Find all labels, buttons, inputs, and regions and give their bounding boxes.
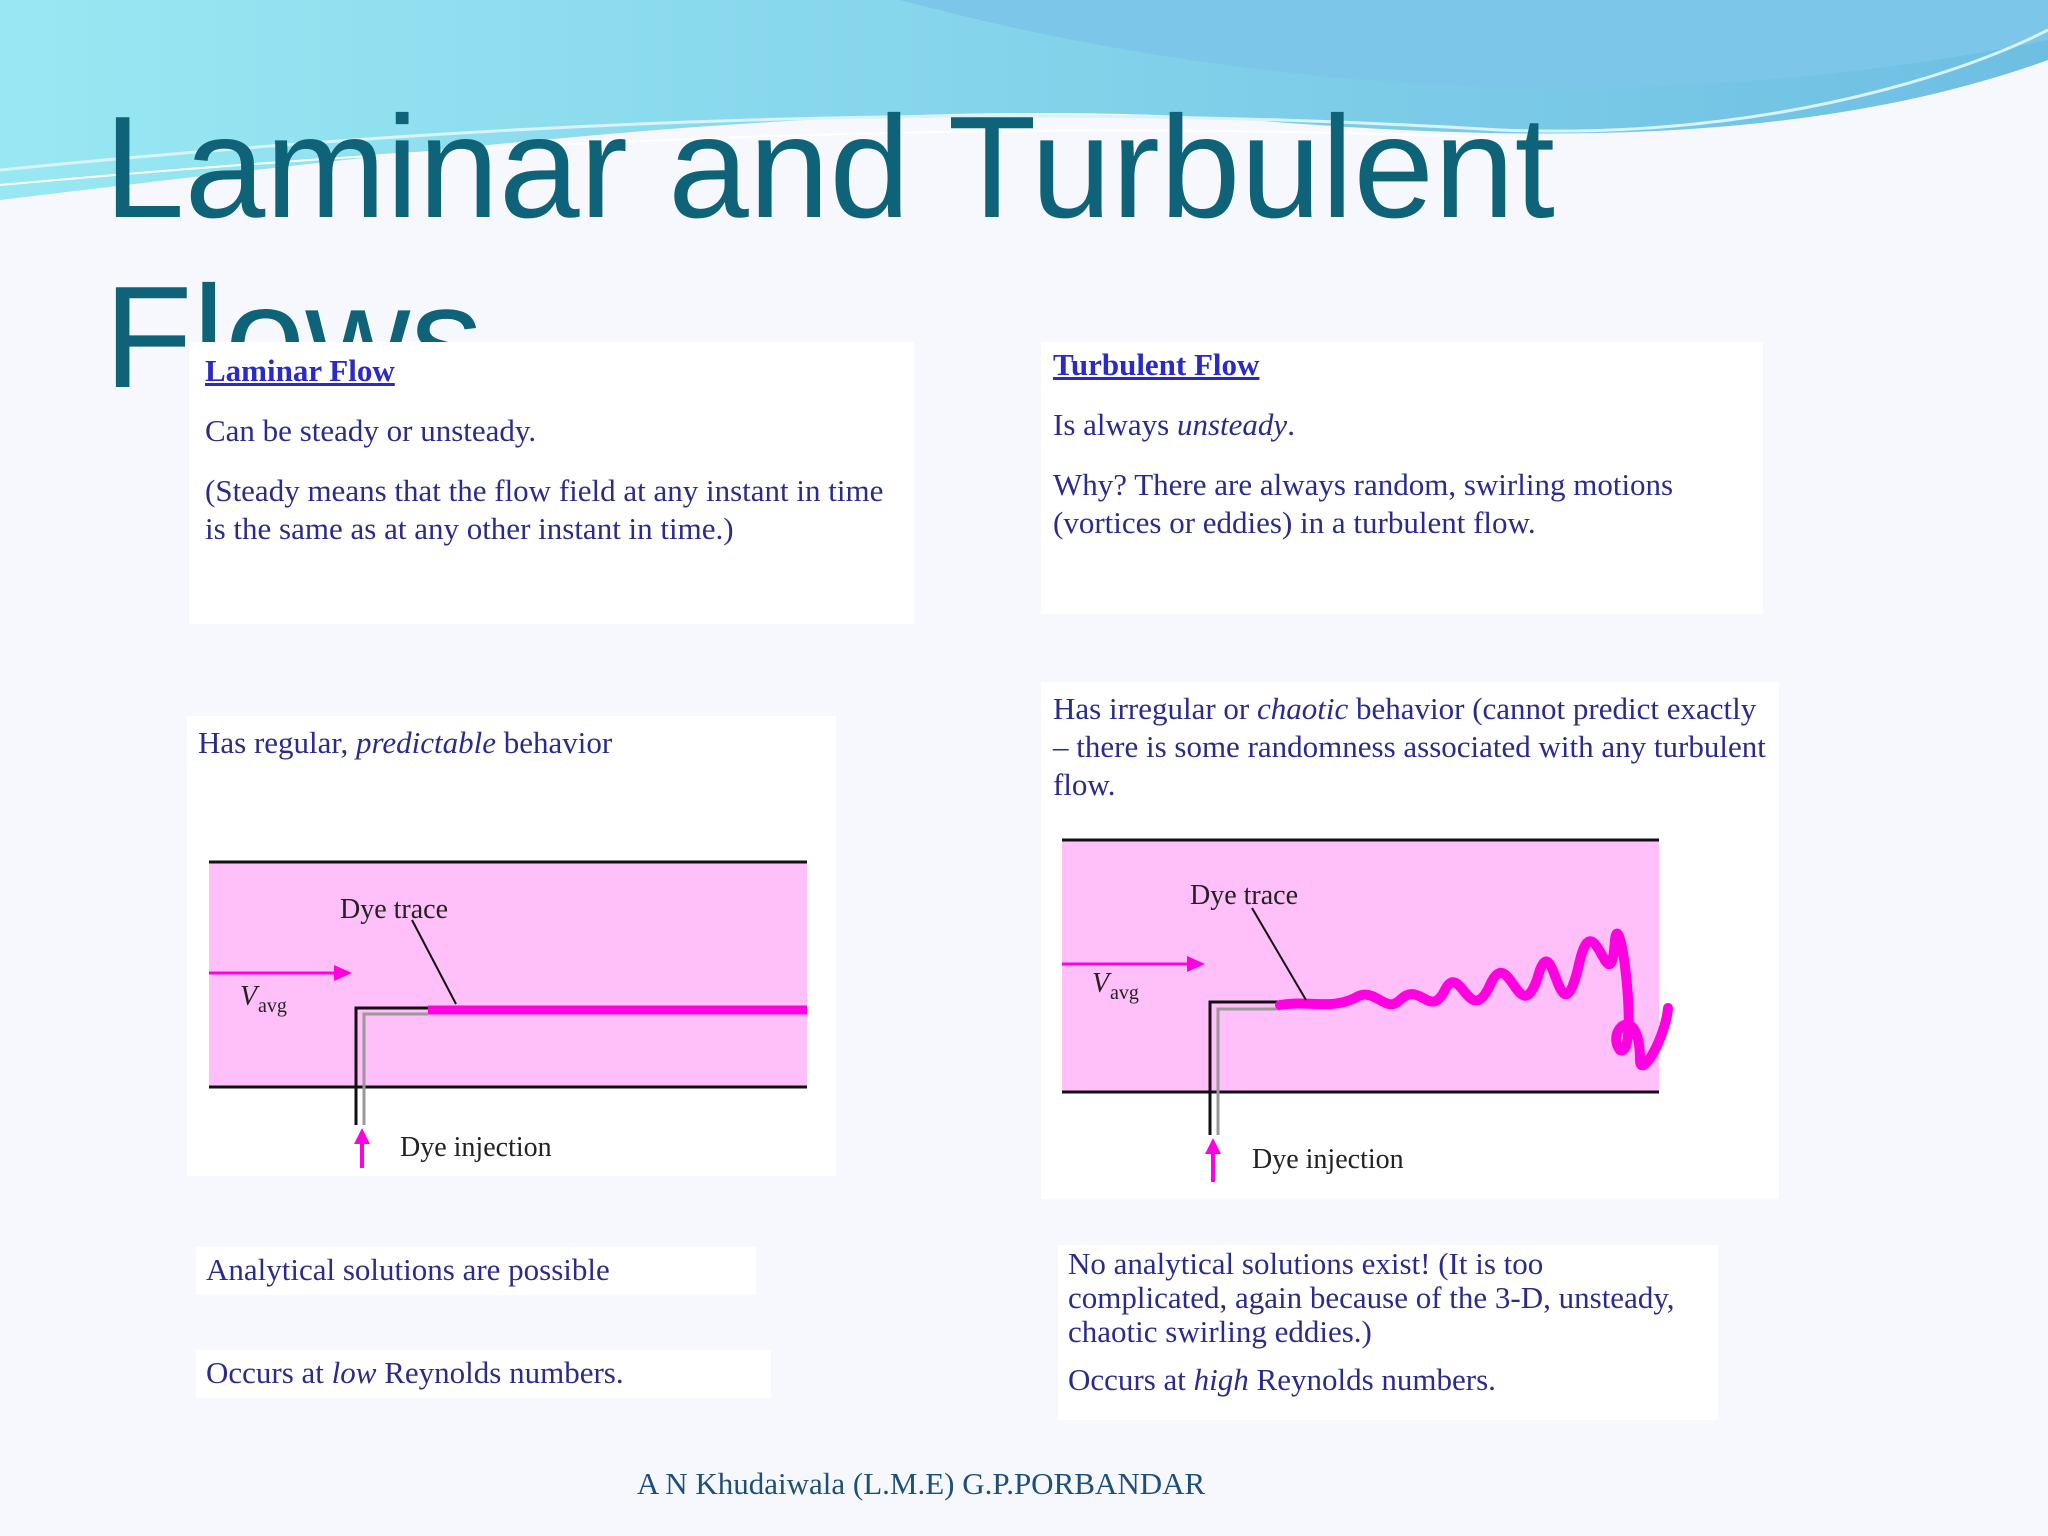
laminar-steady: Can be steady or unsteady.: [205, 413, 537, 448]
velocity-subscript: avg: [258, 995, 287, 1017]
laminar-analytical: Analytical solutions are possible: [196, 1247, 756, 1295]
leader-line: [411, 919, 457, 1005]
text: Is always: [1053, 407, 1177, 442]
dye-injection-label: Dye injection: [1252, 1144, 1404, 1175]
text: Has regular,: [198, 725, 356, 760]
text: behavior: [496, 725, 613, 760]
velocity-label: V: [1092, 968, 1112, 999]
laminar-heading: Laminar Flow: [205, 353, 395, 388]
turbulent-bottom: No analytical solutions exist! (It is to…: [1058, 1245, 1718, 1420]
injection-tube: [354, 1006, 428, 1125]
turbulent-heading: Turbulent Flow: [1053, 347, 1260, 382]
text: .: [1287, 407, 1295, 442]
text: behavior (cannot predict exactly – there…: [1053, 691, 1766, 802]
injection-tube: [362, 1012, 428, 1125]
text: chaotic: [1257, 691, 1349, 726]
leader-line: [1251, 907, 1307, 1001]
dye-injection-label: Dye injection: [400, 1132, 552, 1163]
injection-tube: [1216, 1007, 1280, 1135]
dye-trace-label: Dye trace: [340, 894, 448, 925]
dye-trace: [1275, 928, 1673, 1071]
text: Occurs at: [206, 1355, 332, 1390]
turbulent-steady: Is always unsteady.: [1053, 406, 1751, 444]
arrow-head: [354, 1128, 370, 1144]
laminar-reynolds: Occurs at low Reynolds numbers.: [196, 1350, 771, 1398]
pipe: [1062, 840, 1659, 1092]
injection-tube: [1208, 1000, 1280, 1135]
velocity-label: V: [240, 981, 260, 1012]
text: unsteady: [1176, 407, 1288, 442]
text: predictable: [356, 725, 497, 760]
turbulent-steady-note: Why? There are always random, swirling m…: [1053, 467, 1674, 540]
turbulent-intro: Turbulent Flow Is always unsteady. Why? …: [1041, 342, 1763, 614]
arrow-head: [1205, 1138, 1221, 1154]
text: Reynolds numbers.: [376, 1355, 624, 1390]
text: Has irregular or: [1053, 691, 1257, 726]
turbulent-reynolds: Occurs at high Reynolds numbers.: [1068, 1363, 1708, 1397]
header-waves: [0, 0, 2048, 200]
footer: A N Khudaiwala (L.M.E) G.P.PORBANDAR: [636, 1466, 1206, 1501]
velocity-subscript: avg: [1110, 982, 1139, 1004]
laminar-intro: Laminar Flow Can be steady or unsteady. …: [189, 342, 914, 624]
text: Reynolds numbers.: [1248, 1362, 1496, 1397]
arrow-head: [334, 965, 352, 981]
arrow-head: [1187, 956, 1205, 972]
text: low: [331, 1355, 377, 1390]
laminar-steady-note: (Steady means that the flow field at any…: [205, 473, 884, 546]
text: high: [1193, 1362, 1249, 1397]
text: Occurs at: [1068, 1362, 1194, 1397]
turbulent-analytical: No analytical solutions exist! (It is to…: [1068, 1246, 1675, 1349]
dye-trace-label: Dye trace: [1190, 880, 1298, 911]
